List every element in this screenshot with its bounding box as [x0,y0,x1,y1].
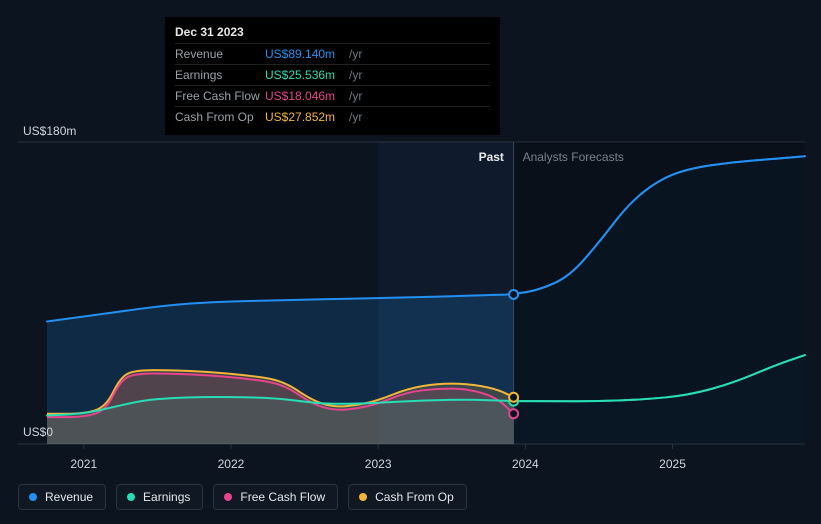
x-axis-label-2022: 2022 [218,457,245,471]
x-axis-label-2025: 2025 [659,457,686,471]
tooltip-row-value: US$89.140m [265,45,345,63]
legend-dot-icon [127,493,135,501]
chart-tooltip: Dec 31 2023 RevenueUS$89.140m/yrEarnings… [165,17,500,135]
tooltip-row-label: Cash From Op [175,108,265,126]
tooltip-row: Cash From OpUS$27.852m/yr [175,106,490,127]
legend-dot-icon [224,493,232,501]
tooltip-row-label: Earnings [175,66,265,84]
tooltip-row-label: Revenue [175,45,265,63]
tooltip-row: RevenueUS$89.140m/yr [175,43,490,64]
tooltip-row-unit: /yr [349,45,362,63]
tooltip-row: EarningsUS$25.536m/yr [175,64,490,85]
tooltip-row-unit: /yr [349,87,362,105]
tooltip-row: Free Cash FlowUS$18.046m/yr [175,85,490,106]
legend-item-label: Revenue [45,490,93,504]
legend-item-cfo[interactable]: Cash From Op [348,484,467,510]
tooltip-date: Dec 31 2023 [175,23,490,41]
legend-item-label: Cash From Op [375,490,454,504]
tooltip-row-value: US$18.046m [265,87,345,105]
tooltip-row-unit: /yr [349,108,362,126]
zone-label-forecast: Analysts Forecasts [523,150,624,164]
tooltip-row-value: US$27.852m [265,108,345,126]
legend-item-earnings[interactable]: Earnings [116,484,203,510]
x-axis-label-2024: 2024 [512,457,539,471]
y-axis-label-min: US$0 [23,425,53,439]
tooltip-row-label: Free Cash Flow [175,87,265,105]
legend-item-label: Earnings [143,490,190,504]
legend-dot-icon [359,493,367,501]
legend-dot-icon [29,493,37,501]
tooltip-row-value: US$25.536m [265,66,345,84]
x-axis-label-2021: 2021 [70,457,97,471]
chart-legend: Revenue Earnings Free Cash Flow Cash From O… [18,484,467,510]
legend-item-revenue[interactable]: Revenue [18,484,106,510]
legend-item-fcf[interactable]: Free Cash Flow [213,484,338,510]
tooltip-row-unit: /yr [349,66,362,84]
x-axis-label-2023: 2023 [365,457,392,471]
zone-label-past: Past [479,150,504,164]
legend-item-label: Free Cash Flow [240,490,325,504]
y-axis-label-max: US$180m [23,124,76,138]
